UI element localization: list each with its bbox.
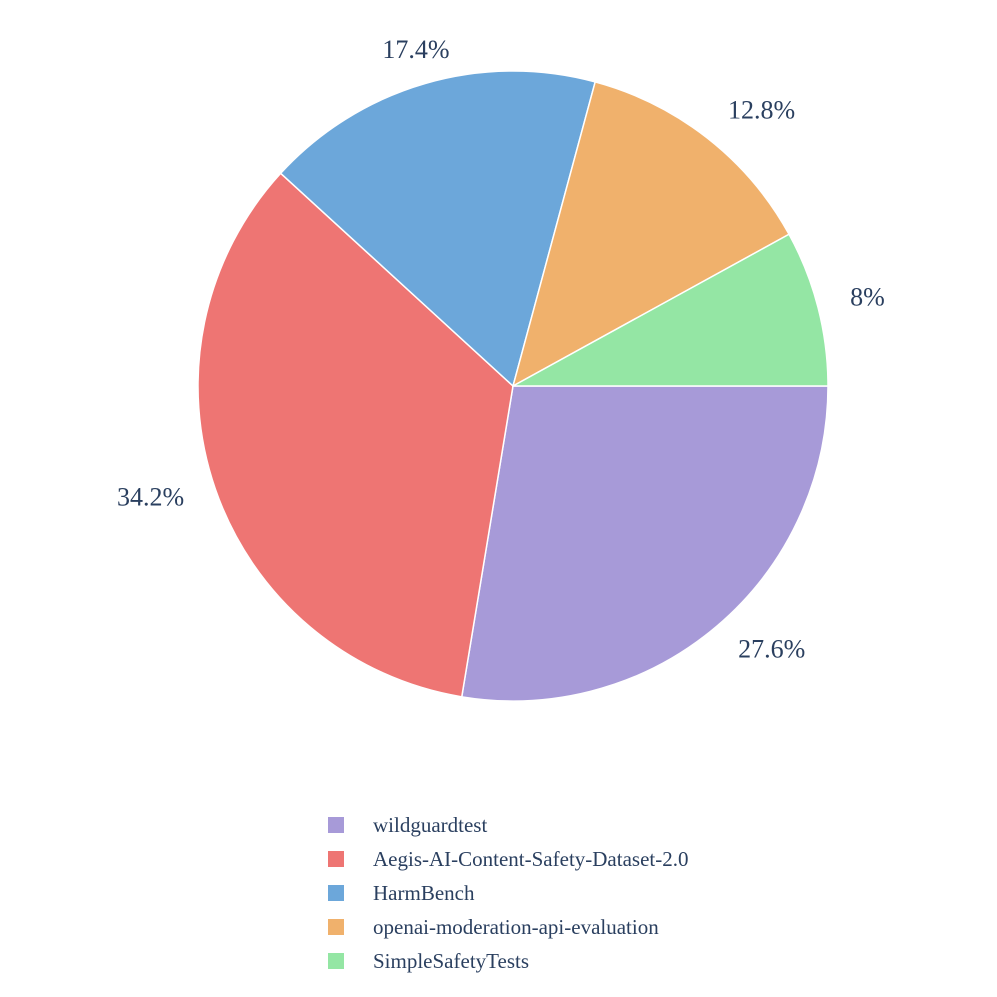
legend-item-harmbench[interactable]: HarmBench xyxy=(328,876,688,910)
legend-label: HarmBench xyxy=(373,880,475,905)
pie-slice-percent-label: 27.6% xyxy=(738,634,805,663)
legend-swatch xyxy=(328,817,344,833)
legend-swatch xyxy=(328,885,344,901)
legend-label: SimpleSafetyTests xyxy=(373,948,530,973)
legend: wildguardtest Aegis-AI-Content-Safety-Da… xyxy=(328,808,688,978)
pie-slices xyxy=(197,70,829,702)
pie-slice-percent-label: 8% xyxy=(850,282,885,311)
pie-slice-percent-label: 12.8% xyxy=(728,95,795,124)
pie-slice-harmbench[interactable] xyxy=(279,70,597,388)
legend-label: wildguardtest xyxy=(373,812,488,837)
pie-slice-wildguardtest[interactable] xyxy=(460,385,829,702)
legend-label: Aegis-AI-Content-Safety-Dataset-2.0 xyxy=(373,846,689,871)
legend-swatch xyxy=(328,851,344,867)
legend-label: openai-moderation-api-evaluation xyxy=(373,914,659,939)
legend-item-aegis[interactable]: Aegis-AI-Content-Safety-Dataset-2.0 xyxy=(328,842,688,876)
pie-slice-openai-moderation-api-evaluation[interactable] xyxy=(511,80,791,388)
legend-swatch xyxy=(328,953,344,969)
pie-slice-aegis-ai-content-safety-dataset-2-0[interactable] xyxy=(197,172,514,698)
legend-item-openai-moderation[interactable]: openai-moderation-api-evaluation xyxy=(328,910,688,944)
legend-swatch xyxy=(328,919,344,935)
pie-slice-simplesafetytests[interactable] xyxy=(512,233,829,387)
pie-slice-percent-label: 17.4% xyxy=(382,35,449,64)
legend-item-simplesafetytests[interactable]: SimpleSafetyTests xyxy=(328,944,688,978)
pie-labels: 27.6% 34.2% 17.4% 12.8% 8% xyxy=(117,35,885,664)
legend-item-wildguardtest[interactable]: wildguardtest xyxy=(328,808,688,842)
pie-slice-percent-label: 34.2% xyxy=(117,483,184,512)
